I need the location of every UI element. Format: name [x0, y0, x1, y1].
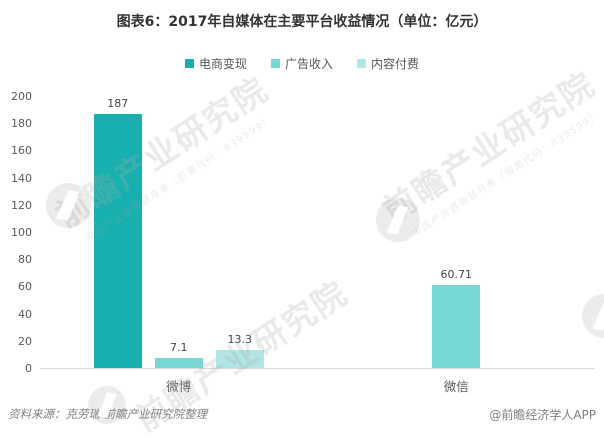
bar-value-label: 60.71 — [440, 268, 473, 282]
watermark: 前瞻产业研究院 中国产业咨询领导者（股票代码：839599） — [349, 43, 604, 260]
y-tick-label: 140 — [11, 171, 32, 185]
x-axis-label: 微博 — [166, 379, 192, 394]
bar-value-label: 13.3 — [227, 332, 253, 346]
bar-value-label: 7.1 — [170, 341, 188, 355]
watermark-subtitle-text: 中国产业咨询领导者（股票代码：839599） — [83, 114, 276, 245]
y-tick-label: 20 — [18, 334, 32, 348]
bar-value-label: 187 — [107, 96, 129, 110]
bar — [154, 358, 203, 368]
legend-item: 电商变现 — [184, 55, 247, 72]
watermark: 前瞻产业研究院 中国产业咨询领导者（股票代码：839599） — [22, 48, 308, 265]
watermark-brand-text: 前瞻产业研究院 — [375, 64, 603, 231]
y-tick-label: 200 — [11, 90, 32, 103]
watermark-brand-text: 前瞻产业研究院 — [48, 69, 276, 236]
watermark-subtitle-text: 中国产业咨询领导者（股票代码：839599） — [410, 109, 603, 240]
watermark-logo-icon — [582, 294, 604, 338]
legend-swatch — [357, 59, 366, 68]
legend-label: 内容付费 — [371, 57, 420, 71]
legend-swatch — [184, 59, 194, 68]
x-axis-line — [40, 368, 595, 369]
source-note: 资料来源：克劳瑞 前瞻产业研究院整理 — [8, 407, 208, 421]
y-tick-label: 80 — [18, 253, 32, 267]
y-tick-label: 160 — [11, 144, 32, 158]
legend-label: 电商变现 — [198, 57, 247, 71]
y-tick-label: 0 — [25, 362, 32, 375]
watermark-logo-icon — [376, 198, 420, 242]
y-tick-label: 100 — [11, 226, 32, 239]
y-tick-label: 180 — [11, 117, 32, 131]
legend: 电商变现 广告收入 内容付费 — [0, 55, 604, 72]
x-axis-label: 微信 — [443, 379, 469, 394]
y-tick-label: 60 — [18, 280, 32, 294]
bar — [215, 349, 264, 368]
legend-swatch — [270, 59, 280, 68]
legend-item: 广告收入 — [270, 55, 333, 72]
bar — [432, 285, 481, 368]
watermark-logo-icon — [46, 183, 91, 228]
credit-note: @前瞻经济学人APP — [489, 408, 596, 422]
legend-label: 广告收入 — [284, 57, 333, 71]
legend-item: 内容付费 — [357, 55, 419, 72]
chart-title: 图表6：2017年自媒体在主要平台收益情况（单位：亿元） — [116, 14, 488, 30]
y-tick-label: 40 — [18, 307, 32, 321]
bar — [93, 113, 142, 368]
y-tick-label: 120 — [11, 198, 32, 212]
